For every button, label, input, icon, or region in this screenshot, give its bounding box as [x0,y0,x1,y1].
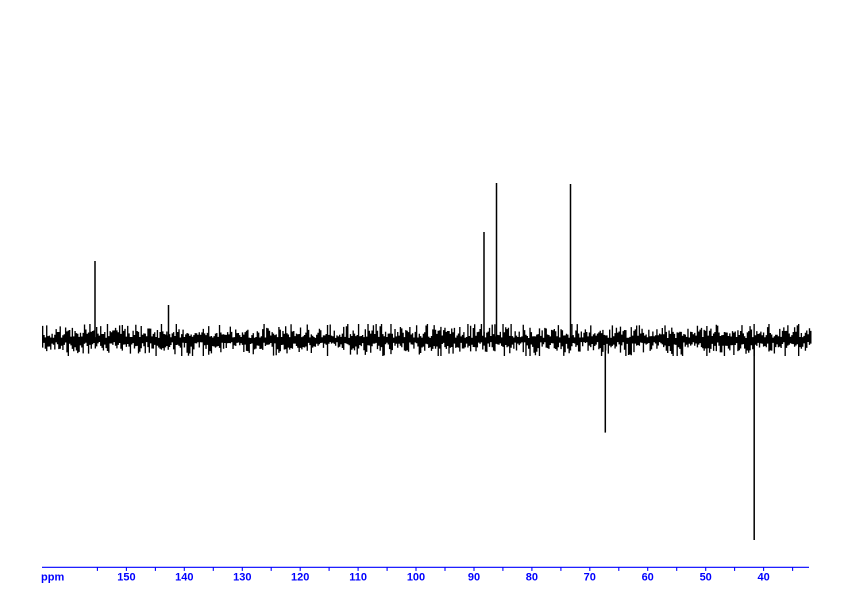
svg-text:120: 120 [291,571,309,583]
svg-text:90: 90 [468,571,480,583]
svg-text:150: 150 [117,571,135,583]
svg-text:60: 60 [642,571,654,583]
svg-text:80: 80 [526,571,538,583]
svg-text:130: 130 [233,571,251,583]
svg-text:140: 140 [175,571,193,583]
svg-text:50: 50 [700,571,712,583]
svg-text:100: 100 [407,571,425,583]
svg-text:70: 70 [584,571,596,583]
svg-text:40: 40 [757,571,769,583]
svg-text:110: 110 [349,571,367,583]
svg-text:ppm: ppm [41,571,64,583]
